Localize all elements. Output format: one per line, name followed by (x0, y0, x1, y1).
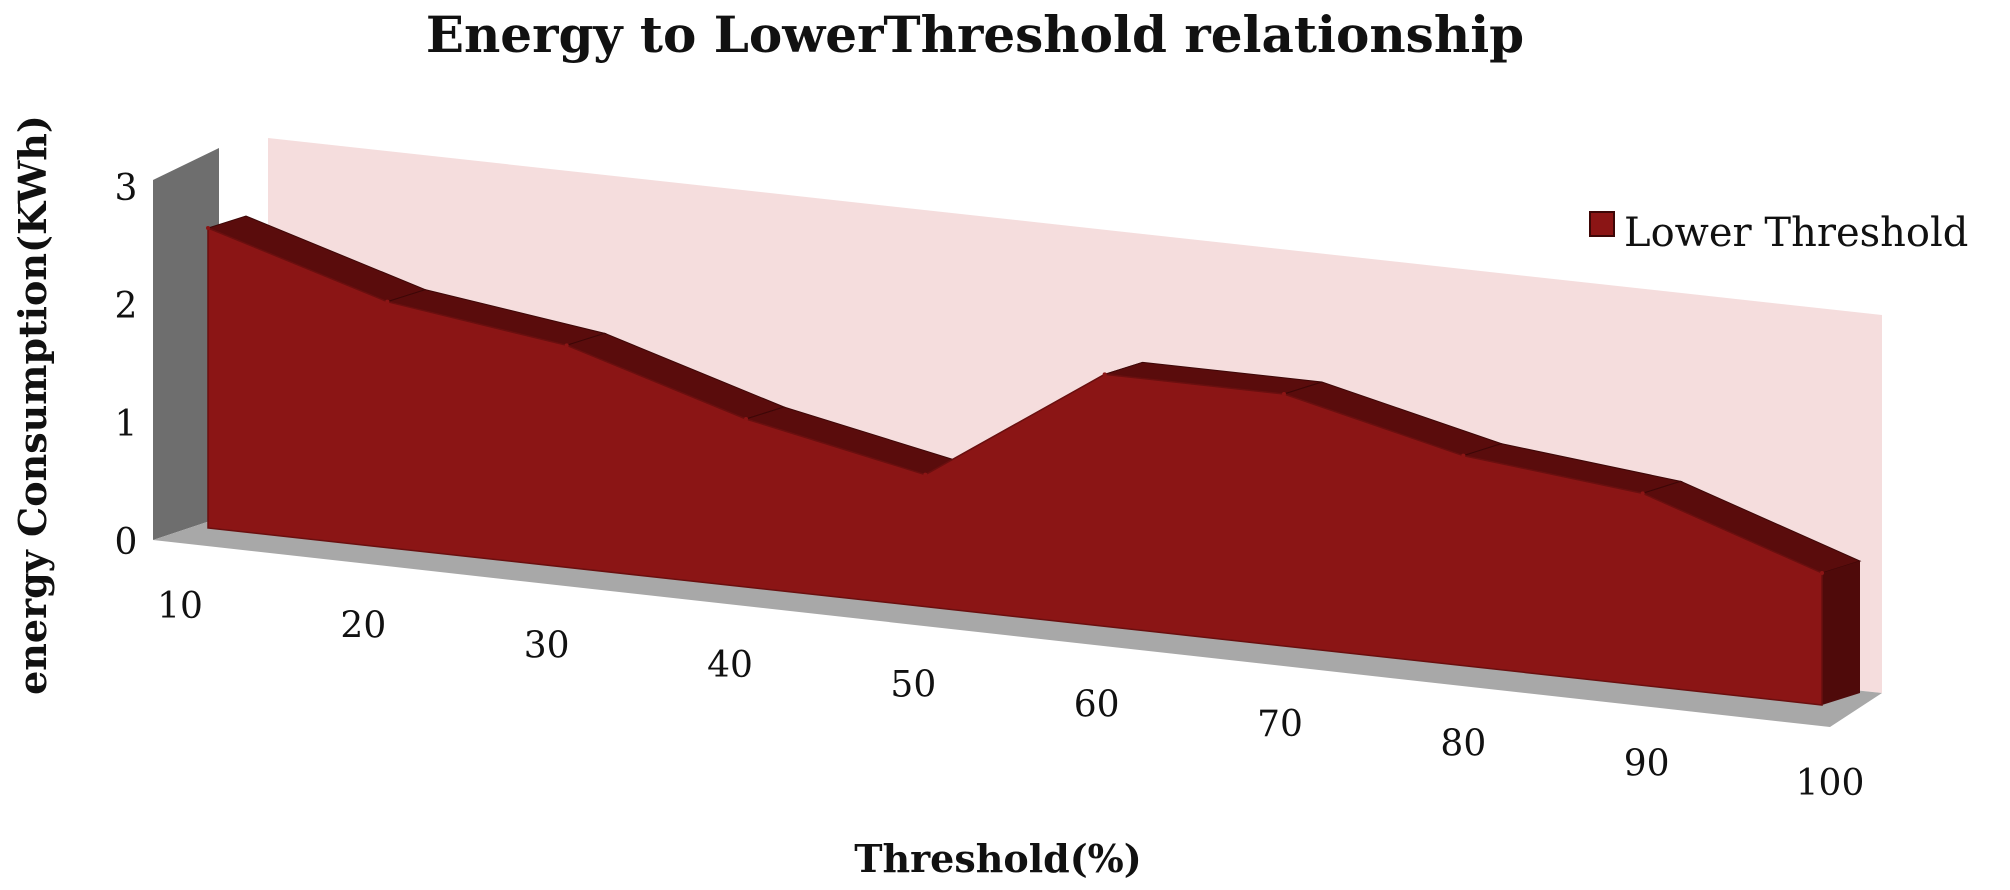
series-lower-threshold (206, 215, 1862, 706)
x-tick-label: 90 (1624, 743, 1670, 784)
legend-swatch-lower-threshold (1589, 211, 1615, 237)
data-point-100 (1820, 571, 1824, 575)
y-axis-ticks: 0 1 2 3 (115, 168, 138, 563)
data-point-10 (206, 226, 210, 230)
data-point-90 (1640, 491, 1645, 496)
x-axis-label: Threshold(%) (854, 836, 1142, 881)
legend-label-lower-threshold: Lower Threshold (1624, 210, 1968, 256)
data-point-20 (385, 299, 390, 304)
x-tick-label: 80 (1440, 724, 1486, 765)
data-point-80 (1461, 453, 1466, 458)
x-tick-label: 20 (340, 606, 386, 647)
area-end-face (1822, 561, 1860, 705)
x-tick-label: 70 (1257, 704, 1303, 745)
data-point-70 (1282, 392, 1286, 396)
chart-title: Energy to LowerThreshold relationship (426, 5, 1524, 64)
data-point-30 (564, 343, 569, 348)
x-tick-label: 50 (890, 665, 936, 706)
data-point-40 (744, 417, 748, 421)
y-axis-label: energy Consumption(KWh) (10, 115, 55, 695)
legend: Lower Threshold (1589, 210, 1968, 256)
y-tick-label: 3 (115, 168, 138, 209)
chart-side-wall (153, 148, 219, 540)
data-point-60 (1102, 372, 1107, 377)
y-tick-label: 1 (115, 404, 138, 445)
x-tick-label: 30 (524, 625, 570, 666)
data-point-50 (923, 472, 928, 477)
x-tick-label: 60 (1074, 684, 1120, 725)
x-tick-label: 10 (157, 586, 203, 627)
y-tick-label: 0 (115, 522, 138, 563)
chart-floor (153, 518, 1882, 727)
x-tick-label: 100 (1796, 763, 1865, 804)
x-tick-label: 40 (707, 645, 753, 686)
y-tick-label: 2 (115, 286, 138, 327)
x-axis-ticks: 10 20 30 40 50 60 70 80 90 100 (157, 586, 1864, 804)
